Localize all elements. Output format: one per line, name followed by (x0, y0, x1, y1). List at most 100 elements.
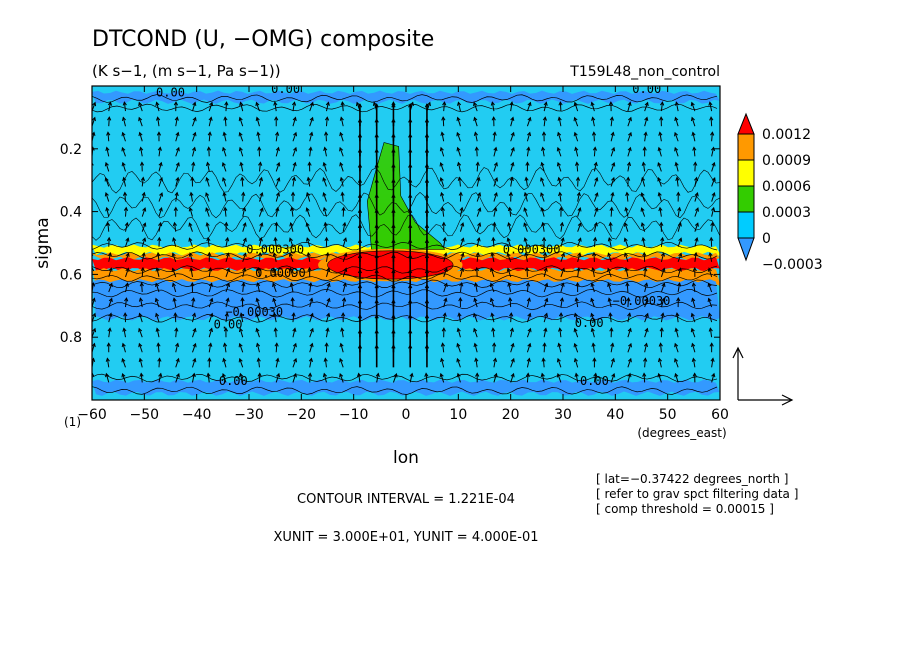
wind-vector-head (106, 221, 111, 227)
wind-vector-head (139, 372, 144, 377)
contour-line (92, 94, 718, 103)
wind-vector-head (560, 267, 565, 272)
wind-vector-head (558, 101, 563, 106)
wind-vector (593, 132, 595, 142)
wind-vector-head (104, 177, 109, 182)
wind-vector (242, 238, 247, 247)
wind-vector (443, 283, 448, 293)
wind-vector-head (691, 131, 696, 136)
wind-vector (292, 147, 297, 157)
wind-vector (339, 162, 344, 172)
wind-vector-head (608, 312, 613, 317)
wind-vector-head (659, 221, 664, 227)
wind-vector (339, 358, 344, 368)
wind-vector (139, 358, 143, 368)
wind-vector-head (441, 116, 446, 121)
wind-vector-head (710, 131, 715, 136)
wind-vector-head (175, 161, 180, 167)
wind-vector-head (456, 146, 461, 152)
wind-vector-head (624, 206, 629, 212)
wind-vector (205, 207, 210, 217)
wind-vector (577, 192, 580, 202)
wind-vector (175, 162, 180, 172)
wind-vector-head (558, 206, 564, 211)
wind-vector-head (192, 116, 197, 122)
wind-vector-head (424, 208, 430, 214)
wind-vector-head (121, 116, 127, 121)
wind-vector (223, 358, 227, 368)
wind-vector-head (125, 252, 130, 257)
wind-vector-head (460, 222, 465, 227)
wind-vector (675, 102, 679, 112)
wind-vector (225, 268, 230, 278)
wind-vector-head (459, 267, 465, 272)
wind-vector (694, 252, 697, 262)
wind-vector-head (105, 206, 110, 212)
wind-vector-head (493, 161, 498, 167)
wind-vector-head (560, 237, 565, 242)
wind-vector-head (540, 192, 545, 197)
wind-vector (175, 328, 178, 338)
wind-vector-head (642, 372, 647, 377)
wind-vector-head (88, 208, 91, 211)
wind-vector-head (241, 281, 246, 287)
wind-vector-head (590, 312, 595, 318)
wind-vector (610, 117, 613, 127)
wind-vector (306, 223, 311, 232)
wind-vector-head (694, 237, 699, 242)
wind-vector (239, 132, 244, 142)
wind-vector-head (573, 101, 578, 107)
wind-vector (593, 162, 597, 172)
wind-vector-head (559, 297, 565, 302)
y-axis: 0.2 0.4 0.6 0.8 (60, 142, 720, 346)
wind-vector-head (159, 192, 164, 197)
wind-vector-head (108, 282, 113, 288)
wind-vector (239, 328, 244, 338)
wind-vector (258, 267, 260, 277)
wind-vector-head (239, 101, 244, 106)
wind-vector (240, 102, 244, 112)
wind-vector-head (591, 267, 596, 272)
wind-vector-head (576, 266, 581, 272)
wind-vector-head (339, 342, 344, 348)
wind-vector (325, 132, 327, 142)
wind-vector-head (374, 299, 379, 304)
wind-vector-head (189, 191, 194, 197)
wind-vector (559, 102, 562, 112)
wind-vector-head (506, 267, 511, 272)
wind-vector-head (660, 236, 665, 242)
wind-vector (542, 222, 545, 232)
wind-vector (508, 222, 512, 232)
wind-vector-head (240, 176, 245, 181)
wind-vector (575, 147, 579, 157)
wind-vector-head (138, 131, 143, 137)
wind-vector (475, 358, 478, 368)
wind-vector (660, 237, 664, 247)
wind-vector-head (88, 223, 91, 226)
wind-vector-head (644, 101, 649, 107)
wind-vector (476, 192, 481, 202)
contour-line (92, 273, 718, 282)
wind-vector (339, 132, 344, 142)
wind-vector (543, 283, 548, 293)
wind-vector (292, 132, 297, 142)
wind-vector-head (627, 116, 632, 122)
wind-vector (476, 223, 481, 232)
wind-vector-head (391, 284, 396, 289)
x-tick-label: 10 (449, 407, 467, 423)
wind-vector-head (104, 192, 109, 197)
wind-vector (541, 162, 545, 172)
wind-vector (610, 147, 615, 157)
wind-vector (693, 147, 696, 157)
wind-vector (657, 162, 662, 172)
wind-vector (258, 252, 261, 262)
wind-vector-head (208, 116, 213, 121)
wind-vector-head (223, 327, 229, 332)
wind-vector-head (540, 206, 545, 212)
wind-vector-head (174, 116, 179, 121)
wind-vector (105, 373, 110, 383)
wind-vector (575, 373, 579, 383)
wind-vector-head (609, 327, 614, 332)
wind-vector-head (309, 101, 314, 107)
wind-vector (123, 328, 126, 338)
